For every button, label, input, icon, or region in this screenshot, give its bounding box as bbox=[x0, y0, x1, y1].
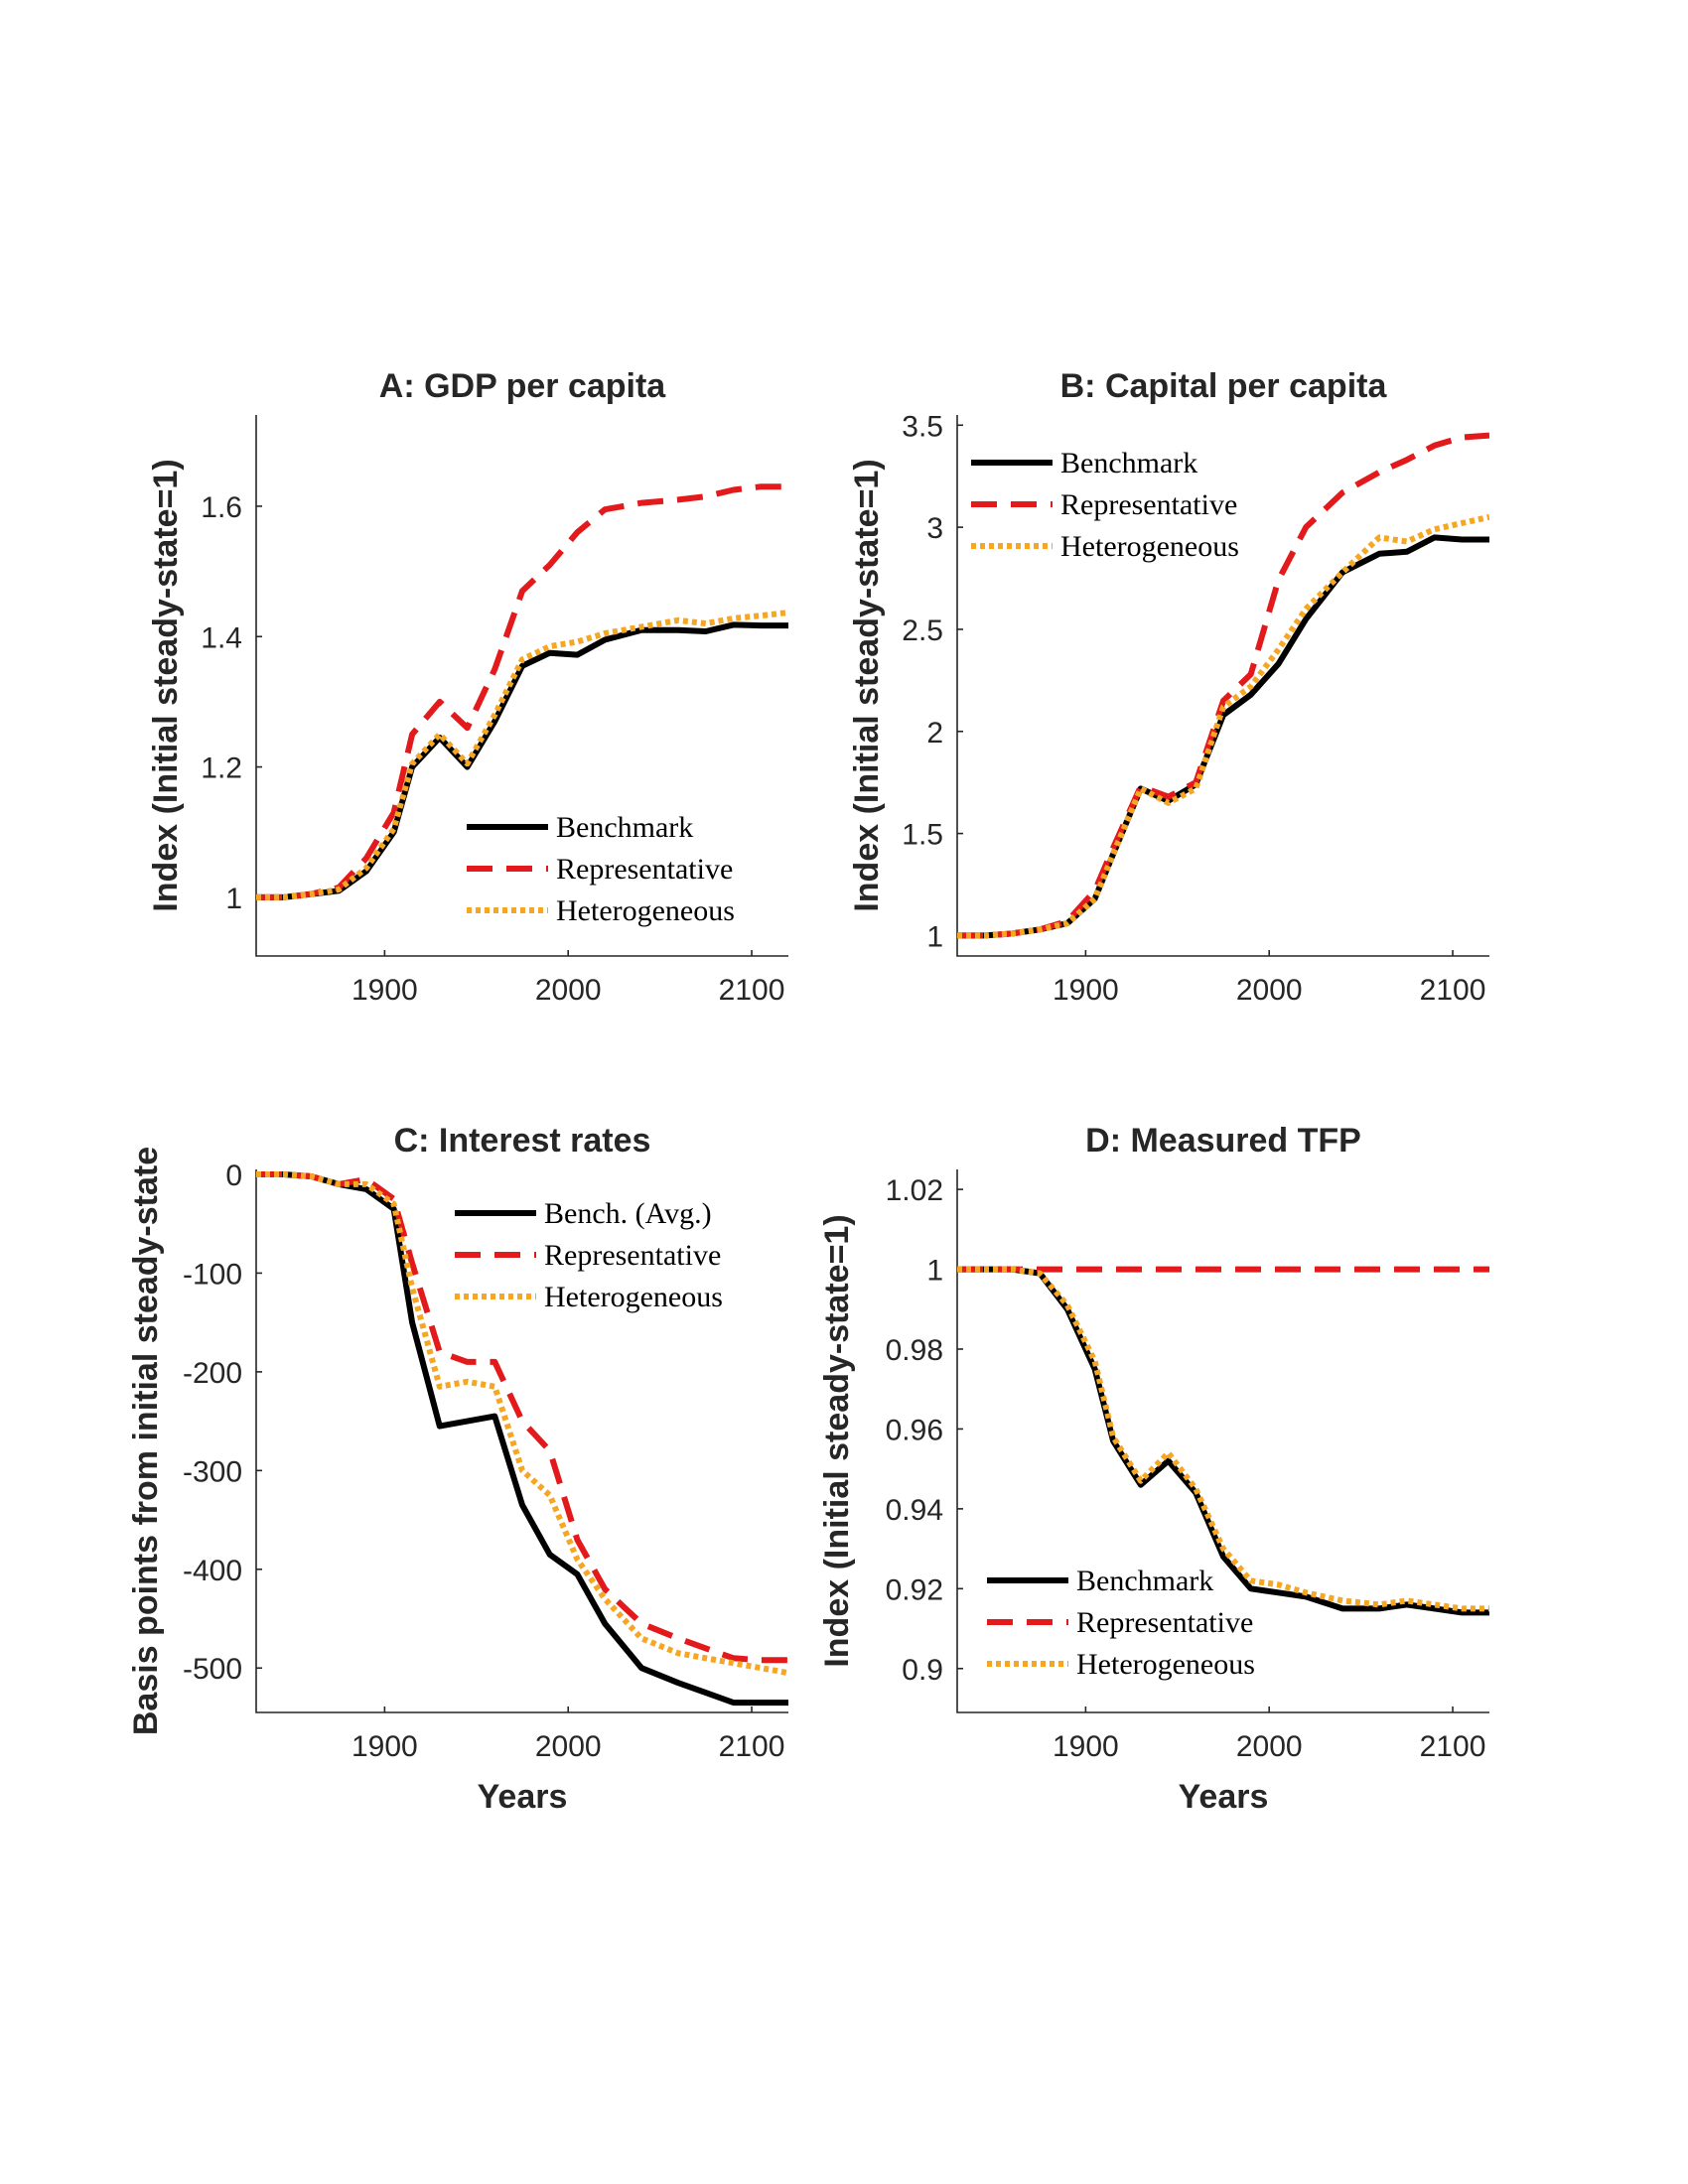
panel-3: C: Interest rates 1900 2000 2100 0 -100 -200 -3… bbox=[127, 1122, 788, 1816]
x-axis-label: Years bbox=[478, 1778, 568, 1816]
x-tick-label: 2000 bbox=[1236, 974, 1303, 1007]
y-tick-label: 1.02 bbox=[886, 1174, 943, 1207]
y-tick-label: 0.9 bbox=[902, 1654, 943, 1687]
x-tick-label: 2000 bbox=[535, 1730, 602, 1763]
y-axis-label: Basis points from initial steady-state bbox=[127, 1147, 165, 1735]
legend-label: Representative bbox=[1076, 1606, 1253, 1639]
y-tick-label: 0.96 bbox=[886, 1414, 943, 1446]
legend-label: Representative bbox=[1060, 488, 1237, 521]
y-axis-label: Index (Initial steady-state=1) bbox=[848, 459, 886, 911]
y-tick-label: 1.5 bbox=[902, 819, 943, 852]
x-axis-label: Years bbox=[1179, 1778, 1269, 1816]
y-tick-label: 0.92 bbox=[886, 1573, 943, 1606]
x-tick-label: 2000 bbox=[1236, 1730, 1303, 1763]
panel-title: C: Interest rates bbox=[394, 1122, 651, 1160]
series-line-representative bbox=[256, 483, 788, 900]
y-tick-label: 1.2 bbox=[201, 752, 242, 785]
legend-label: Heterogeneous bbox=[544, 1281, 723, 1313]
y-tick-label: 2 bbox=[926, 717, 943, 750]
axes bbox=[255, 415, 788, 957]
y-tick-label: -400 bbox=[183, 1555, 242, 1587]
legend-label: Benchmark bbox=[556, 811, 693, 844]
axes bbox=[956, 415, 1489, 957]
series-line-benchmark bbox=[957, 1266, 1489, 1616]
y-tick-label: 1.4 bbox=[201, 621, 242, 654]
x-tick-label: 1900 bbox=[352, 1730, 418, 1763]
y-tick-label: 1.6 bbox=[201, 491, 242, 524]
legend-label: Heterogeneous bbox=[556, 894, 735, 927]
y-tick-label: -500 bbox=[183, 1653, 242, 1686]
x-tick-label: 2100 bbox=[719, 1730, 785, 1763]
series-line-benchmark bbox=[957, 534, 1489, 939]
y-tick-label: -200 bbox=[183, 1357, 242, 1390]
y-tick-label: 0 bbox=[225, 1160, 242, 1192]
x-tick-label: 1900 bbox=[352, 974, 418, 1007]
legend-label: Benchmark bbox=[1060, 447, 1197, 479]
y-tick-label: 1 bbox=[926, 1255, 943, 1288]
panel-title: B: Capital per capita bbox=[1060, 367, 1388, 405]
series-line-heterogeneous bbox=[256, 610, 788, 900]
y-tick-label: 1 bbox=[926, 920, 943, 953]
x-tick-label: 1900 bbox=[1053, 1730, 1119, 1763]
legend-label: Representative bbox=[556, 853, 733, 886]
legend-label: Heterogeneous bbox=[1076, 1648, 1255, 1681]
x-tick-label: 2000 bbox=[535, 974, 602, 1007]
series-line-heterogeneous bbox=[957, 513, 1489, 939]
legend-label: Heterogeneous bbox=[1060, 530, 1239, 563]
x-tick-label: 2100 bbox=[719, 974, 785, 1007]
y-tick-label: 0.98 bbox=[886, 1334, 943, 1367]
axes bbox=[255, 1169, 788, 1713]
panel-title: D: Measured TFP bbox=[1085, 1122, 1361, 1160]
x-tick-label: 2100 bbox=[1420, 974, 1486, 1007]
y-tick-label: 2.5 bbox=[902, 614, 943, 647]
x-tick-label: 2100 bbox=[1420, 1730, 1486, 1763]
legend-label: Bench. (Avg.) bbox=[544, 1197, 712, 1230]
y-tick-label: -300 bbox=[183, 1455, 242, 1488]
y-axis-label: Index (Initial steady-state=1) bbox=[147, 459, 185, 911]
x-tick-label: 1900 bbox=[1053, 974, 1119, 1007]
series-line-representative bbox=[256, 1171, 788, 1664]
panel-2: B: Capital per capita 1900 2000 2100 1 1.5 2 2.… bbox=[848, 367, 1489, 1007]
legend-label: Representative bbox=[544, 1239, 721, 1272]
series-line-heterogeneous bbox=[256, 1171, 788, 1677]
y-tick-label: 3.5 bbox=[902, 410, 943, 443]
y-axis-label: Index (Initial steady-state=1) bbox=[818, 1214, 856, 1667]
y-tick-label: 0.94 bbox=[886, 1494, 943, 1527]
panel-title: A: GDP per capita bbox=[379, 367, 667, 405]
y-tick-label: 3 bbox=[926, 512, 943, 545]
series-line-heterogeneous bbox=[957, 1266, 1489, 1612]
panel-1: A: GDP per capita 1900 2000 2100 1 1.2 1.4 1.6 I… bbox=[147, 367, 788, 1007]
y-tick-label: -100 bbox=[183, 1258, 242, 1291]
y-tick-label: 1 bbox=[225, 883, 242, 915]
legend-label: Benchmark bbox=[1076, 1565, 1213, 1597]
axes bbox=[956, 1169, 1489, 1713]
panel-4: D: Measured TFP 1900 2000 2100 0.9 0.92 0.94 0.… bbox=[818, 1122, 1489, 1816]
